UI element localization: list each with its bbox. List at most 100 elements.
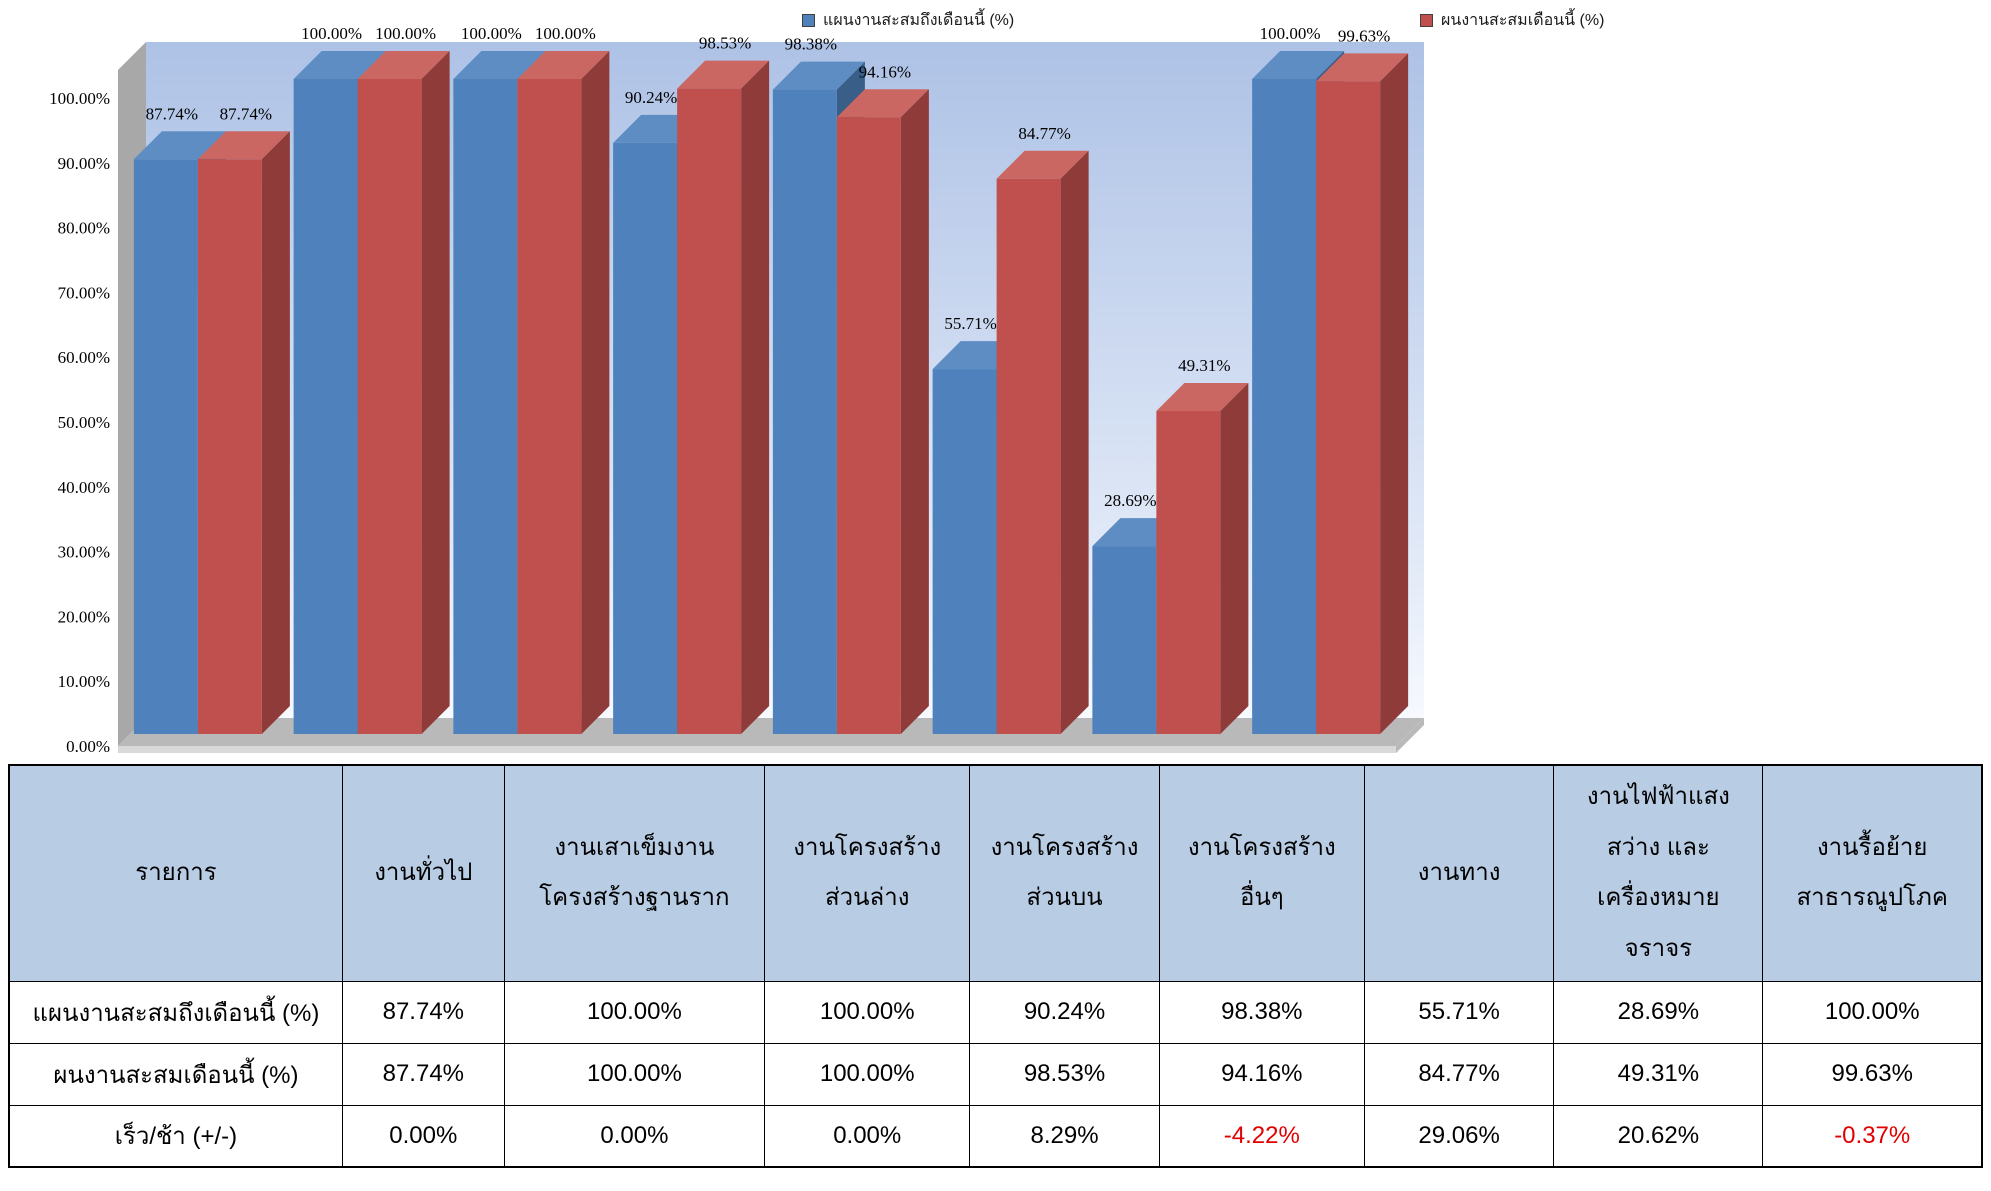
legend-item-planned: แผนงานสะสมถึงเดือนนี้ (%) [802,8,1014,33]
bar-top-s1-5 [996,150,1089,179]
bar-front-s0-0 [133,159,198,735]
bar-front-s1-5 [996,178,1061,735]
legend-item-actual: ผนงานสะสมเดือนนี้ (%) [1420,8,1604,33]
cell-r1-c7: 99.63% [1762,1042,1983,1106]
bar-label-actual-4: 94.16% [859,62,911,81]
bar-side-s1-3 [741,60,770,735]
bar-top-s1-4 [836,89,929,118]
cell-r0-c4: 98.38% [1158,980,1365,1044]
bar-label-planned-3: 90.24% [625,88,677,107]
cell-r2-c6: 20.62% [1553,1104,1764,1168]
bar-label-actual-2: 100.00% [535,24,596,43]
bar-label-actual-7: 99.63% [1338,26,1390,45]
bar-front-s1-7 [1316,81,1381,734]
table-header-row: รายการ งานทั่วไป งานเสาเข็มงาน โครงสร้างฐา… [8,764,1983,982]
row-label-1: ผนงานสะสมเดือนนี้ (%) [8,1042,343,1106]
col-header-5: งานโครงสร้าง อื่นๆ [1158,764,1365,982]
bar-side-s1-0 [261,131,290,735]
bar-front-s0-3 [613,142,678,735]
col-header-8: งานรื้อย้าย สาธารณูปโภค [1762,764,1983,982]
table-row-0: แผนงานสะสมถึงเดือนนี้ (%) 87.74% 100.00% 10… [8,980,1983,1044]
bar-front-s1-3 [677,88,742,735]
bar-front-s0-4 [772,89,837,734]
bar-front-s1-6 [1156,411,1221,734]
bar-label-actual-6: 49.31% [1178,356,1230,375]
bar-side-s1-1 [421,51,450,734]
bar-top-s0-7 [1252,51,1345,79]
y-axis-tick-9: 90.00% [58,154,110,173]
table-row-2: เร็ว/ช้า (+/-) 0.00% 0.00% 0.00% 8.29% -4.22%… [8,1104,1983,1168]
cell-r0-c5: 55.71% [1363,980,1555,1044]
legend-label-planned: แผนงานสะสมถึงเดือนนี้ (%) [823,12,1015,29]
chart-floor-front-edge [118,746,1396,753]
bar-side-s1-6 [1220,383,1249,734]
bar-label-planned-2: 100.00% [461,24,522,43]
bar-label-planned-6: 28.69% [1104,491,1156,510]
bar-top-s0-1 [293,51,386,79]
bar-label-actual-0: 87.74% [220,104,272,123]
cell-r1-c6: 49.31% [1553,1042,1764,1106]
table-row-1: ผนงานสะสมเดือนนี้ (%) 87.74% 100.00% 100.00… [8,1042,1983,1106]
col-header-3: งานโครงสร้าง ส่วนล่าง [764,764,971,982]
bar-label-actual-1: 100.00% [375,24,436,43]
bar-top-s1-2 [517,51,610,79]
col-header-0: รายการ [8,764,343,982]
chart-canvas: 0.00% 10.00% 20.00% 30.00% 40.00% 50.00% 60.00… [49,24,1424,756]
row-label-0: แผนงานสะสมถึงเดือนนี้ (%) [8,980,343,1044]
progress-table: รายการ งานทั่วไป งานเสาเข็มงาน โครงสร้างฐา… [8,764,1983,1168]
bar-side-s1-2 [581,51,610,734]
bar-front-s1-4 [836,117,901,734]
y-axis-tick-4: 40.00% [58,478,110,497]
y-axis-tick-10: 100.00% [49,89,110,108]
bar-side-s1-7 [1380,53,1409,734]
cell-r0-c6: 28.69% [1553,980,1764,1044]
progress-chart: 0.00% 10.00% 20.00% 30.00% 40.00% 50.00% 60.00… [49,8,1604,756]
cell-r2-c2: 0.00% [764,1104,971,1168]
bar-label-actual-5: 84.77% [1018,124,1070,143]
bar-front-s0-6 [1092,546,1157,734]
cell-r2-c0: 0.00% [341,1104,505,1168]
cell-r1-c4: 94.16% [1158,1042,1365,1106]
chart-floor-right-edge [1396,718,1424,753]
y-axis-tick-0: 0.00% [66,737,110,756]
y-axis-tick-8: 80.00% [58,219,110,238]
cell-r0-c2: 100.00% [764,980,971,1044]
bar-top-s1-3 [677,60,770,89]
cell-r1-c2: 100.00% [764,1042,971,1106]
y-axis-tick-5: 50.00% [58,413,110,432]
y-axis-tick-7: 70.00% [58,283,110,302]
bar-front-s1-2 [517,79,582,734]
cell-r0-c7: 100.00% [1762,980,1983,1044]
bar-label-planned-7: 100.00% [1260,24,1321,43]
bar-label-actual-3: 98.53% [699,34,751,53]
cell-r2-c1: 0.00% [503,1104,766,1168]
y-axis-tick-6: 60.00% [58,348,110,367]
col-header-4: งานโครงสร้าง ส่วนบน [969,764,1160,982]
bar-top-s1-1 [357,51,450,79]
col-header-1: งานทั่วไป [341,764,505,982]
y-axis-tick-1: 10.00% [58,672,110,691]
cell-r0-c1: 100.00% [503,980,766,1044]
cell-r1-c3: 98.53% [969,1042,1160,1106]
bar-label-planned-1: 100.00% [301,24,362,43]
cell-r1-c5: 84.77% [1363,1042,1555,1106]
bar-side-s1-4 [900,89,929,734]
bar-front-s0-1 [293,79,358,734]
cell-r1-c1: 100.00% [503,1042,766,1106]
bar-top-s0-4 [772,61,865,90]
bar-top-s1-7 [1316,53,1409,82]
bar-side-s1-5 [1060,150,1089,735]
col-header-2: งานเสาเข็มงาน โครงสร้างฐานราก [503,764,766,982]
bar-label-planned-4: 98.38% [785,35,837,54]
legend-label-actual: ผนงานสะสมเดือนนี้ (%) [1441,12,1605,29]
bar-top-s0-0 [133,131,226,160]
bar-label-planned-5: 55.71% [944,314,996,333]
legend-swatch-planned-icon [802,14,815,27]
row-label-2: เร็ว/ช้า (+/-) [8,1104,343,1168]
cell-r2-c7: -0.37% [1762,1104,1983,1168]
bar-front-s0-2 [453,79,518,734]
cell-r0-c0: 87.74% [341,980,505,1044]
y-axis-tick-2: 20.00% [58,607,110,626]
bar-front-s1-1 [357,79,422,734]
